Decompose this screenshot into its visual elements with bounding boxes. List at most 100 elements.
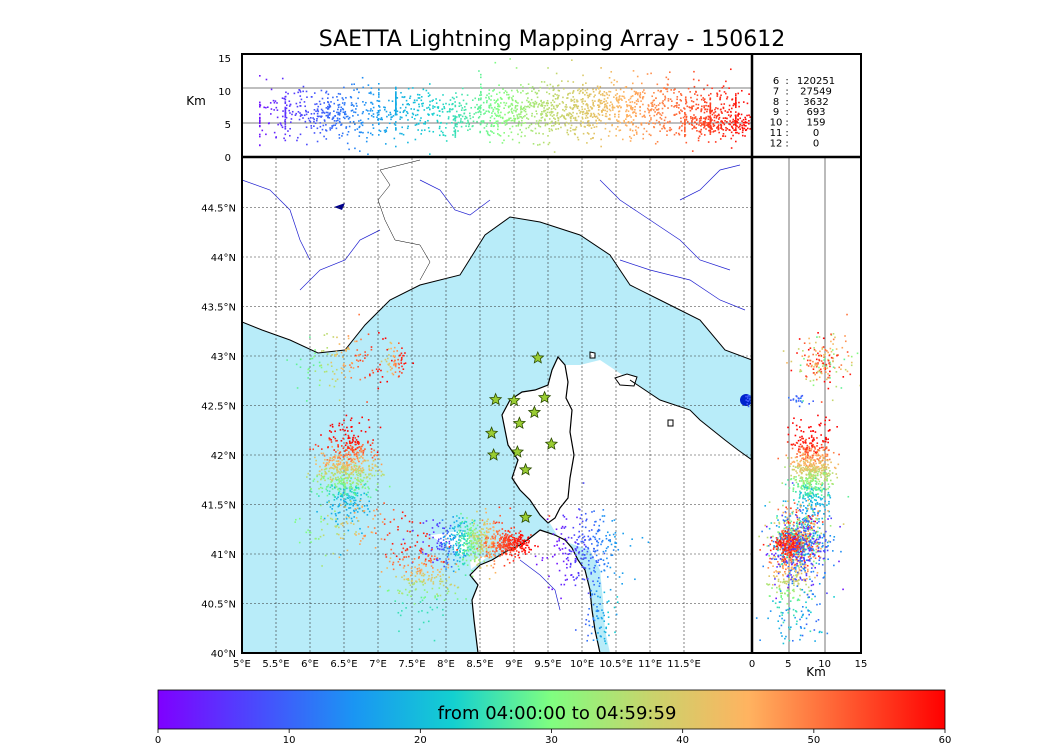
- altitude-point: [587, 107, 589, 109]
- lightning-source: [328, 461, 330, 463]
- lightning-source: [406, 549, 409, 551]
- altitude-point: [547, 102, 550, 105]
- lightning-source: [600, 635, 602, 638]
- altitude-point: [266, 106, 269, 109]
- lightning-source: [447, 588, 449, 590]
- side-point: [792, 468, 794, 471]
- lightning-source: [449, 527, 451, 530]
- lightning-source: [329, 424, 332, 427]
- side-point: [804, 457, 807, 459]
- lightning-source: [337, 488, 339, 491]
- lightning-source: [477, 540, 480, 542]
- lightning-source: [367, 440, 369, 443]
- altitude-point: [624, 86, 627, 89]
- lightning-source: [351, 468, 354, 470]
- altitude-point: [571, 108, 574, 111]
- altitude-point: [612, 106, 615, 109]
- lightning-source: [372, 371, 375, 374]
- altitude-point: [595, 125, 598, 128]
- lightning-source: [474, 542, 477, 544]
- altitude-point: [351, 104, 354, 106]
- lightning-source: [434, 596, 436, 599]
- altitude-point: [340, 109, 342, 111]
- altitude-point: [608, 77, 611, 79]
- altitude-point: [745, 121, 748, 124]
- altitude-point: [368, 92, 371, 94]
- altitude-point: [333, 102, 336, 105]
- lightning-source: [327, 514, 329, 517]
- altitude-point: [538, 119, 541, 122]
- lightning-source: [380, 571, 383, 573]
- altitude-point: [659, 113, 661, 115]
- altitude-point: [449, 99, 452, 101]
- altitude-point: [436, 120, 439, 123]
- lightning-source: [388, 485, 391, 488]
- altitude-point: [582, 84, 584, 86]
- lightning-source: [506, 548, 508, 550]
- lightning-source: [495, 547, 497, 549]
- side-point: [812, 466, 815, 469]
- lightning-source: [367, 491, 369, 494]
- lightning-source: [368, 474, 370, 476]
- altitude-point: [423, 109, 426, 111]
- lightning-source: [338, 490, 341, 492]
- altitude-point: [582, 111, 584, 113]
- altitude-point: [494, 122, 496, 124]
- lightning-source: [397, 358, 399, 361]
- lightning-source: [420, 596, 423, 599]
- altitude-point: [432, 99, 434, 101]
- altitude-point: [732, 120, 734, 123]
- map-xtick-label: 5°E: [233, 659, 251, 670]
- altitude-point: [674, 104, 676, 107]
- altitude-point: [540, 113, 542, 116]
- lightning-source: [606, 601, 609, 603]
- altitude-point: [445, 127, 447, 129]
- lightning-source: [512, 541, 515, 544]
- lightning-source: [351, 482, 354, 484]
- altitude-point: [709, 97, 712, 100]
- altitude-point: [572, 107, 575, 109]
- lightning-source: [467, 553, 469, 556]
- altitude-point: [732, 134, 734, 137]
- altitude-point: [501, 122, 504, 124]
- lightning-source: [513, 526, 516, 529]
- lightning-source: [363, 510, 366, 512]
- lightning-cluster-east-small: [574, 589, 619, 645]
- altitude-point: [685, 102, 687, 105]
- altitude-point: [724, 110, 727, 112]
- lightning-source: [459, 522, 462, 524]
- lightning-source: [356, 440, 359, 443]
- altitude-point: [556, 97, 559, 100]
- lightning-source: [340, 495, 343, 497]
- altitude-point: [351, 109, 354, 112]
- lightning-source: [584, 539, 586, 541]
- altitude-point: [403, 110, 405, 112]
- lightning-source: [321, 472, 323, 475]
- lightning-source: [485, 550, 488, 553]
- lightning-source: [331, 488, 334, 490]
- altitude-point: [259, 105, 261, 108]
- altitude-point: [451, 108, 454, 110]
- lightning-source: [325, 463, 327, 466]
- altitude-point: [716, 95, 719, 97]
- lightning-source: [463, 535, 465, 538]
- altitude-point: [464, 117, 466, 120]
- lightning-source: [595, 590, 598, 592]
- altitude-point: [353, 83, 356, 85]
- lightning-source: [371, 474, 374, 477]
- altitude-point: [501, 117, 504, 120]
- lightning-source: [387, 357, 389, 360]
- lightning-source: [321, 528, 323, 531]
- altitude-point: [608, 94, 611, 97]
- lightning-source: [476, 536, 479, 538]
- altitude-point: [454, 129, 457, 131]
- lightning-source: [501, 536, 504, 538]
- altitude-point: [569, 127, 572, 129]
- lightning-source: [605, 534, 607, 537]
- lightning-source: [344, 433, 347, 436]
- altitude-point: [486, 123, 488, 125]
- lightning-source: [588, 624, 591, 627]
- altitude-point: [506, 91, 508, 94]
- altitude-point: [557, 127, 560, 130]
- altitude-point: [557, 104, 559, 107]
